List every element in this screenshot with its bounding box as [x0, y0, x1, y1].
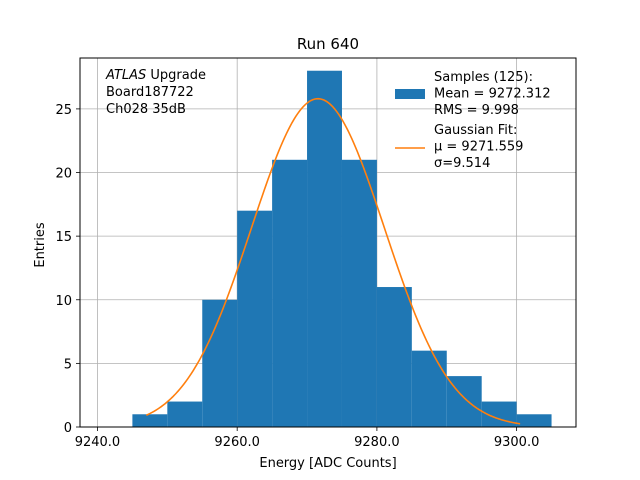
- atlas-annotation: ATLAS Upgrade Board187722 Ch028 35dB: [105, 68, 206, 117]
- legend-histogram-text: RMS = 9.998: [434, 103, 519, 118]
- y-axis-label: Entries: [33, 222, 48, 268]
- legend-fit-text: Gaussian Fit:: [434, 123, 517, 138]
- histogram-bar: [202, 299, 238, 427]
- chart-title: Run 640: [297, 35, 359, 53]
- x-axis-label: Energy [ADC Counts]: [259, 456, 396, 471]
- y-tick-label: 0: [64, 421, 72, 436]
- annotation-line: ATLAS Upgrade: [105, 68, 206, 83]
- histogram-bar: [411, 350, 447, 427]
- histogram-bar: [272, 159, 308, 428]
- legend: Samples (125): Mean = 9272.312 RMS = 9.9…: [395, 70, 551, 171]
- x-tick-label: 9260.0: [214, 435, 260, 450]
- legend-histogram-text: Samples (125):: [434, 70, 533, 85]
- legend-histogram-swatch: [395, 89, 425, 99]
- gaussian-fit-curve: [146, 97, 521, 425]
- annotation-line: Board187722: [106, 85, 194, 100]
- plot-frame: [79, 57, 577, 428]
- y-tick-label: 20: [55, 167, 72, 182]
- y-tick-label: 5: [64, 357, 72, 372]
- y-tick-label: 15: [55, 230, 72, 245]
- y-tick-label: 10: [55, 294, 72, 309]
- histogram-bar: [376, 287, 412, 427]
- histogram-bar: [167, 401, 203, 427]
- gaussian-fit-line: [146, 97, 521, 425]
- x-tick-label: 9280.0: [354, 435, 400, 450]
- x-tick-label: 9300.0: [494, 435, 540, 450]
- legend-histogram-text: Mean = 9272.312: [434, 87, 551, 102]
- legend-fit-text: σ=9.514: [434, 156, 490, 171]
- axis-ticks: 9240.0 9260.0 9280.0 9300.0 0 5 10 15 20 25: [55, 103, 539, 450]
- histogram-bar: [132, 414, 168, 427]
- histogram-bar: [516, 414, 552, 427]
- histogram-bar: [237, 210, 273, 427]
- histogram-bar: [341, 159, 377, 428]
- histogram-bar: [307, 70, 342, 428]
- legend-fit-text: μ = 9271.559: [434, 140, 523, 155]
- y-tick-label: 25: [55, 103, 72, 118]
- x-tick-label: 9240.0: [75, 435, 121, 450]
- annotation-line: Ch028 35dB: [106, 102, 186, 117]
- histogram-bars: [132, 70, 552, 428]
